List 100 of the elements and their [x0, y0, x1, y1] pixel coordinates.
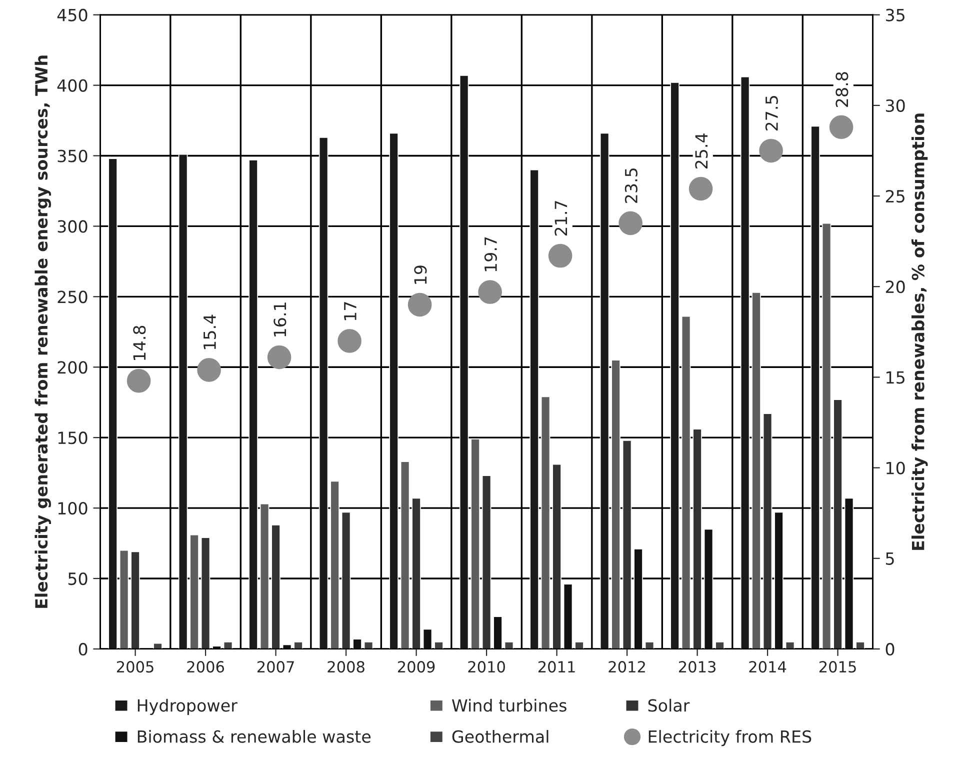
point: [829, 115, 854, 140]
y-tick-label: 200: [58, 361, 88, 374]
bar: [260, 503, 270, 649]
bar: [200, 537, 210, 649]
legend-label: Geothermal: [452, 730, 548, 743]
bar: [681, 316, 691, 649]
y-tick-label: 350: [58, 150, 88, 162]
bar: [704, 528, 714, 649]
legend-label: Solar: [648, 698, 690, 712]
bar: [364, 641, 374, 649]
bar: [634, 548, 643, 649]
y2-tick-label: 25: [886, 190, 904, 203]
bar: [530, 169, 539, 649]
bar: [212, 646, 222, 649]
y2-tick-label: 20: [886, 280, 905, 294]
bar: [833, 399, 842, 649]
y-tick-label: 100: [58, 502, 88, 515]
data-label: 25.4: [695, 134, 708, 169]
bar: [740, 76, 750, 649]
bar: [540, 396, 550, 649]
bar: [223, 641, 233, 649]
x-tick-label: 2009: [398, 661, 435, 673]
y2-axis-title: Electricity from renewables, % of consumption: [911, 114, 928, 550]
bar: [400, 461, 410, 649]
bar: [785, 641, 795, 649]
point: [759, 138, 783, 163]
point: [548, 244, 572, 268]
x-tick-label: 2012: [608, 661, 645, 673]
bar: [856, 641, 865, 649]
legend-label: Wind turbines: [452, 698, 566, 712]
x-tick-label: 2008: [328, 661, 364, 673]
y-tick-label: 450: [57, 8, 88, 22]
bar: [810, 126, 820, 649]
data-label: 27.5: [765, 96, 778, 130]
point: [267, 345, 292, 370]
bar: [715, 641, 724, 649]
data-label: 19.7: [484, 237, 497, 272]
x-tick-label: 2006: [187, 661, 224, 673]
data-label: 17: [344, 302, 356, 320]
bar: [574, 641, 584, 649]
x-tick-label: 2015: [819, 661, 856, 673]
bar: [434, 641, 444, 649]
bar: [493, 616, 502, 649]
legend-label: Biomass & renewable waste: [138, 730, 371, 743]
y2-tick-label: 5: [886, 552, 894, 565]
point: [197, 358, 221, 382]
y2-tick-label: 15: [886, 371, 904, 384]
bar: [552, 464, 562, 649]
data-label: 21.7: [554, 201, 568, 236]
bar: [844, 498, 854, 649]
point: [688, 176, 713, 201]
bar: [341, 512, 351, 649]
data-label: 23.5: [624, 168, 638, 203]
y2-tick-label: 30: [886, 99, 905, 112]
y2-tick-label: 35: [886, 8, 904, 22]
x-tick-label: 2010: [468, 661, 505, 673]
bar: [459, 74, 469, 649]
x-tick-label: 2005: [116, 661, 154, 673]
bar: [644, 641, 654, 649]
bar: [294, 641, 303, 649]
y-tick-label: 300: [58, 220, 88, 233]
bar: [248, 160, 258, 649]
x-tick-label: 2013: [678, 661, 716, 673]
bar: [389, 132, 398, 649]
bar: [622, 440, 632, 649]
data-label: 16.1: [274, 302, 286, 336]
bar: [482, 475, 492, 649]
bar: [600, 132, 610, 649]
data-label: 19: [414, 266, 427, 284]
bar: [563, 584, 573, 649]
y-tick-label: 0: [78, 642, 88, 656]
legend-label: Electricity from RES: [648, 730, 812, 746]
bar: [271, 524, 280, 649]
bar: [130, 551, 140, 649]
y-tick-label: 150: [58, 432, 88, 444]
x-tick-label: 2007: [257, 661, 294, 673]
bar: [318, 137, 328, 649]
bar: [470, 438, 480, 649]
data-label: 28.8: [836, 72, 848, 107]
y2-tick-label: 0: [886, 642, 894, 656]
y-axis-title: Electricity generated from renewable energy sources, TWh: [34, 56, 51, 608]
y2-tick-label: 10: [886, 462, 905, 474]
bar: [178, 154, 188, 649]
bar: [190, 534, 199, 649]
bar: [752, 292, 761, 649]
point: [478, 280, 502, 304]
bar: [119, 550, 129, 649]
data-label: 14.8: [133, 326, 146, 360]
bar: [762, 413, 772, 649]
bar: [670, 82, 680, 649]
point: [618, 211, 642, 236]
bar: [774, 512, 784, 649]
bar: [611, 360, 620, 649]
bar: [692, 428, 702, 649]
bar: [504, 641, 514, 649]
point: [408, 292, 432, 317]
point: [126, 368, 151, 393]
bar: [422, 628, 432, 649]
legend-label: Hydropower: [138, 698, 238, 715]
x-tick-label: 2011: [538, 661, 575, 673]
